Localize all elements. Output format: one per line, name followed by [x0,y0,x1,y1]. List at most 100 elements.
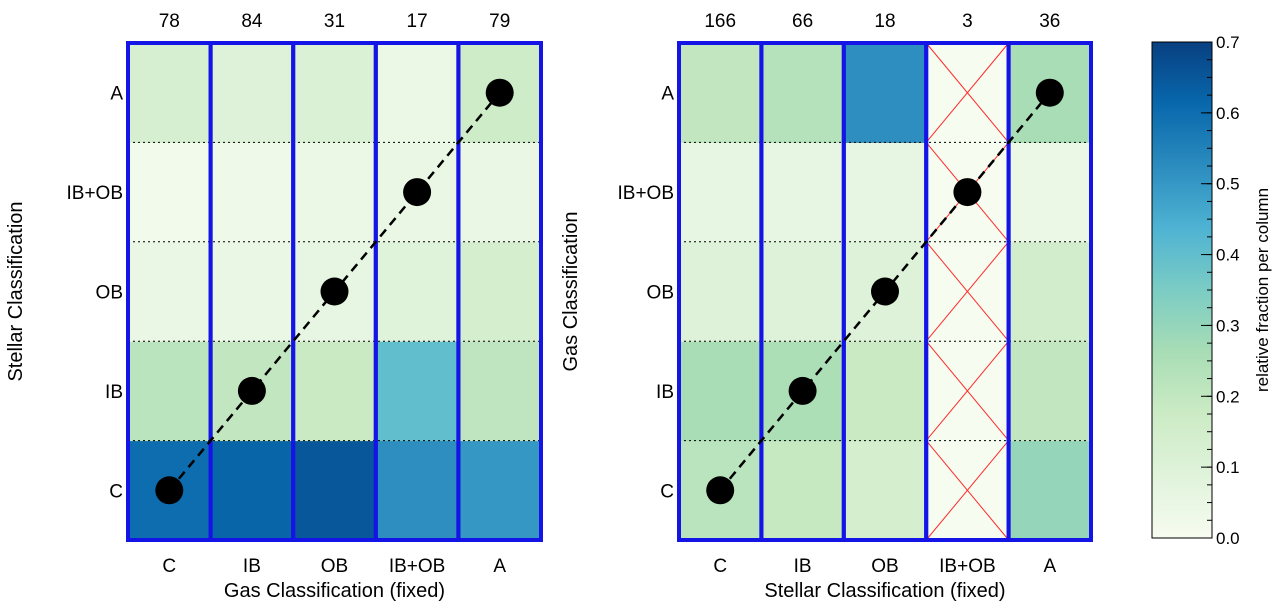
column-count: 79 [489,11,510,32]
column-count: 78 [159,11,180,32]
cell-IB-A [458,341,542,442]
x-tick-label: IB [243,556,261,577]
y-tick-label: A [110,84,123,105]
x-tick-label: C [713,556,727,577]
colorbar-tick-label: 0.3 [1216,316,1240,335]
cell-IB-C [679,341,762,442]
cell-A-OB [843,43,927,143]
column-count: 31 [324,11,345,32]
hatch-line [925,440,1009,541]
colorbar-tick-label: 0.1 [1216,458,1240,477]
cell-OB-C [128,241,212,342]
x-tick-label: A [1043,556,1056,577]
cell-IB-OB [843,341,927,442]
cell-IB+OB-OB [293,142,377,243]
x-tick-label: IB+OB [939,556,996,577]
colorbar-tick-label: 0.0 [1216,529,1240,548]
diagonal-point-OB [320,277,349,306]
column-count: 17 [407,11,428,32]
x-tick-label: IB [794,556,812,577]
x-tick-label: OB [321,556,348,577]
colorbar-bar [1151,41,1213,539]
y-tick-label: OB [96,283,123,304]
hatch-line [925,241,1009,342]
cell-IB+OB-C [128,142,212,243]
diagonal-point-C [155,476,184,505]
cell-A-C [128,43,212,143]
cell-IB-C [128,341,212,442]
column-count: 3 [962,11,973,32]
cell-IB+OB-A [458,142,542,243]
column-count: 66 [792,11,813,32]
cell-IB+OB-IB [761,142,845,243]
y-tick-label: IB+OB [618,183,675,204]
colorbar-tick-label: 0.4 [1216,246,1240,265]
colorbar-tick-label: 0.7 [1216,33,1240,52]
cell-IB+OB-OB [843,142,927,243]
colorbar-tick-label: 0.6 [1216,104,1240,123]
diagonal-point-IB [788,376,817,405]
cell-A-OB [293,43,377,143]
diagonal-point-C [706,476,735,505]
cell-C-A [1008,440,1092,541]
hatch-line [925,340,1009,441]
cell-IB+OB-A [1008,142,1092,243]
cell-OB-A [458,241,542,342]
diagonal-point-IB+OB [403,178,432,207]
cell-C-A [458,440,542,541]
y-tick-label: C [109,481,123,502]
diagonal-point-A [485,78,514,107]
x-tick-label: OB [871,556,898,577]
colorbar: 0.0 0.1 0.2 0.3 0.4 0.5 0.6 0.7 relative fractio… [1151,33,1272,548]
cell-A-C [679,43,762,143]
empty-column-hatch [925,42,1009,541]
y-tick-label: OB [647,283,674,304]
column-count: 36 [1039,11,1060,32]
cell-OB-IB [210,241,294,342]
cell-IB+OB-IB [210,142,294,243]
cell-C-IB [761,440,845,541]
cell-IB+OB-C [679,142,762,243]
column-border-A [1006,41,1093,542]
y-tick-label: IB+OB [67,183,124,204]
cell-C-OB [293,440,377,541]
cell-C-OB [843,440,927,541]
x-axis-title: Gas Classification (fixed) [224,580,445,602]
y-tick-label: C [660,481,674,502]
cell-C-IB+OB [375,440,459,541]
y-tick-label: A [661,84,674,105]
diagonal-point-OB [871,277,899,306]
hatch-line [925,42,1009,143]
heatmap-right-stellar-fixed: C IB OB IB+OB A 166 66 18 3 36 C IB OB IB+OB A Stellar … [560,11,1093,602]
cell-A-IB+OB [375,43,459,143]
cell-IB-A [1008,341,1092,442]
cell-A-IB [210,43,294,143]
cell-OB-C [679,241,762,342]
x-tick-label: A [493,556,506,577]
cell-OB-IB [761,241,845,342]
y-axis-title: Gas Classification [560,211,582,371]
heatmap-left-gas-fixed: C IB OB IB+OB A 78 84 31 17 79 C IB OB IB+OB A Gas Clas… [5,11,543,602]
cell-IB-OB [293,341,377,442]
x-axis-title: Stellar Classification (fixed) [764,580,1005,602]
colorbar-title: relative fraction per column [1253,188,1272,392]
diagonal-point-IB [237,376,266,405]
column-count: 18 [874,11,895,32]
y-tick-label: IB [656,382,674,403]
diagonal-point-IB+OB [953,178,982,207]
x-tick-label: IB+OB [389,556,446,577]
cell-OB-A [1008,241,1092,342]
diagonal-point-A [1035,78,1064,107]
y-tick-label: IB [105,382,123,403]
column-border-A [456,41,543,542]
column-count: 166 [704,11,736,32]
x-tick-label: C [162,556,176,577]
colorbar-tick-label: 0.5 [1216,175,1240,194]
y-axis-title: Stellar Classification [5,201,27,381]
cell-IB-IB+OB [375,341,459,442]
colorbar-tick-label: 0.2 [1216,387,1240,406]
cell-C-IB [210,440,294,541]
column-count: 84 [241,11,263,32]
cell-A-IB [761,43,845,143]
